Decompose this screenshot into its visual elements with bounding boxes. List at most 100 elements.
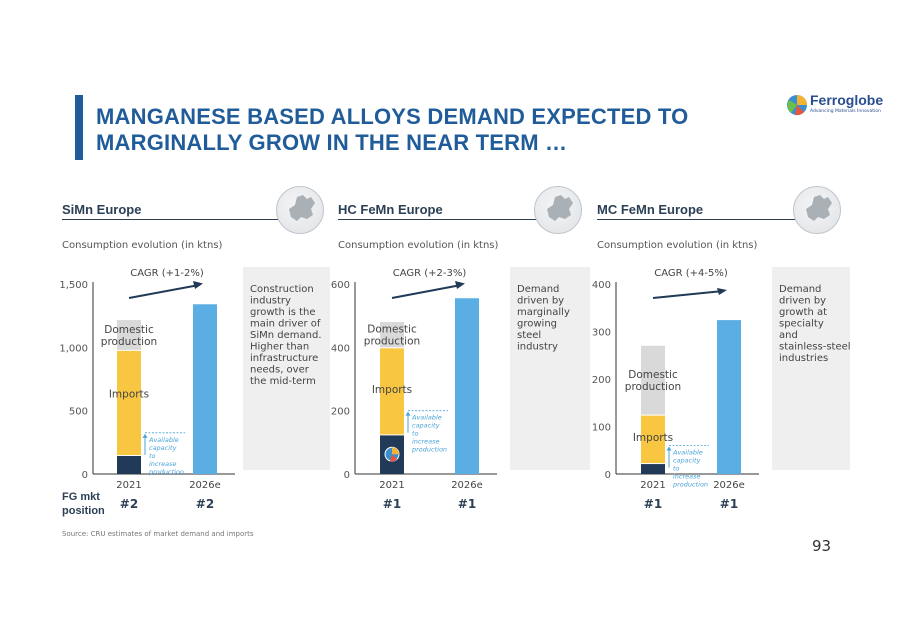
section-title-0: SiMn Europe (62, 202, 142, 217)
text-line: growth is the (250, 307, 316, 318)
chart-subtitle: Consumption evolution (in ktns) (62, 240, 223, 251)
cagr-arrowhead-icon (455, 281, 465, 289)
text-line: industry (517, 342, 558, 353)
text-line: industries (779, 353, 828, 364)
x-tick-label: 2021 (116, 480, 141, 491)
x-tick-label: 2026e (713, 480, 745, 491)
europe-globe-icon (276, 186, 324, 234)
page-title-line1: MANGANESE BASED ALLOYS DEMAND EXPECTED T… (96, 104, 689, 129)
chart-note: Demand driven by growth at specialty and stai… (779, 284, 851, 364)
chart-subtitle: Consumption evolution (in ktns) (597, 240, 758, 251)
text-line: infrastructure (250, 353, 318, 364)
y-tick-label: 400 (592, 280, 611, 291)
text-line: increase (673, 473, 701, 481)
y-tick-label: 400 (331, 343, 350, 354)
section-title-1: HC FeMn Europe (338, 202, 443, 217)
note-box (772, 267, 850, 470)
cagr-arrowhead-icon (717, 288, 727, 295)
text-line: capacity (149, 444, 177, 452)
label-domestic-production: Domestic production (364, 324, 420, 348)
page-number: 93 (812, 537, 832, 555)
y-tick-label: 0 (605, 470, 611, 481)
ferroglobe-logo: Ferroglobe Advancing Materials Innovatio… (786, 92, 883, 122)
fg-market-position-label: FG mkt position (62, 491, 105, 517)
x-tick-label: 2021 (379, 480, 404, 491)
y-tick-label: 0 (82, 470, 88, 481)
text-line: production (101, 336, 157, 348)
note-box (510, 267, 590, 470)
page-title: MANGANESE BASED ALLOYS DEMAND EXPECTED T… (96, 104, 688, 156)
text-line: and (779, 330, 798, 341)
text-line: the mid-term (250, 376, 316, 387)
text-line: marginally (517, 307, 570, 318)
page-title-line2: MARGINALLY GROW IN THE NEAR TERM … (96, 130, 568, 155)
y-tick-label: 200 (592, 375, 611, 386)
text-line: Demand (779, 284, 821, 295)
fg-position-2026e: #1 (720, 497, 738, 511)
bar-2021-domestic-production (641, 345, 665, 415)
text-line: growing (517, 319, 557, 330)
text-line: growth at (779, 307, 827, 318)
x-tick-label: 2026e (189, 480, 221, 491)
fg-position-2021: #2 (120, 497, 138, 511)
cagr-label: CAGR (+4-5%) (654, 268, 728, 279)
text-line: production (411, 446, 447, 454)
bar-2021-domestic-production (117, 320, 141, 350)
bar-2021-imports (380, 348, 404, 435)
y-tick-label: 0 (344, 470, 350, 481)
label-domestic-production: Domestic production (625, 369, 681, 393)
label-available-capacity: Available capacity to increase production (672, 449, 708, 489)
bar-2021-imports (641, 415, 665, 464)
text-line: to (149, 452, 156, 460)
bar-2021-ferroglobe (641, 464, 665, 474)
globe-logo-icon (787, 95, 807, 116)
text-line: driven by (517, 296, 564, 307)
label-available-capacity: Available capacity to increase production (148, 436, 184, 476)
fg-position-2026e: #2 (196, 497, 214, 511)
cagr-label: CAGR (+1-2%) (130, 268, 204, 279)
source-note: Source: CRU estimates of market demand a… (62, 530, 254, 538)
fg-position-2021: #1 (383, 497, 401, 511)
text-line: Demand (517, 284, 559, 295)
title-accent-bar (75, 95, 83, 160)
text-line: production (148, 468, 184, 476)
bar-2026e-forecast (193, 304, 217, 474)
label-imports: Imports (372, 384, 412, 396)
text-line: stainless-steel (779, 342, 851, 353)
text-line: steel (517, 330, 541, 341)
text-line: capacity (412, 422, 440, 430)
text-line: driven by (779, 296, 826, 307)
text-line: Available (148, 436, 179, 444)
text-line: increase (149, 460, 177, 468)
fg-position-2021: #1 (644, 497, 662, 511)
label-domestic-production: Domestic production (101, 324, 157, 348)
section-underline (62, 219, 282, 220)
bar-2026e-forecast (455, 298, 479, 474)
text-line: production (672, 481, 708, 489)
text-line: increase (412, 438, 440, 446)
text-line: SiMn demand. (250, 330, 322, 341)
text-line: Available (672, 449, 703, 457)
cagr-arrow (652, 290, 724, 299)
bar-2026e-forecast (717, 320, 741, 474)
y-tick-label: 100 (592, 423, 611, 434)
text-line: needs, over (250, 365, 310, 376)
ferroglobe-logo-icon-segment (390, 454, 397, 462)
section-underline (338, 219, 538, 220)
capacity-arrowhead-icon (405, 411, 411, 416)
ferroglobe-logo-icon-segment (392, 447, 399, 455)
section-title-2: MC FeMn Europe (597, 202, 704, 217)
text-line: main driver of (250, 319, 321, 330)
text-line: specialty (779, 319, 824, 330)
europe-globe-icon (793, 186, 841, 234)
x-tick-label: 2021 (640, 480, 665, 491)
y-tick-label: 1,000 (59, 343, 88, 354)
section-underline (597, 219, 797, 220)
text-line: Construction (250, 284, 314, 295)
text-line: production (364, 336, 420, 348)
text-line: to (673, 465, 680, 473)
y-tick-label: 500 (69, 407, 88, 418)
chart-note: Demand driven by marginally growing steel ind… (517, 284, 570, 353)
y-tick-label: 300 (592, 328, 611, 339)
